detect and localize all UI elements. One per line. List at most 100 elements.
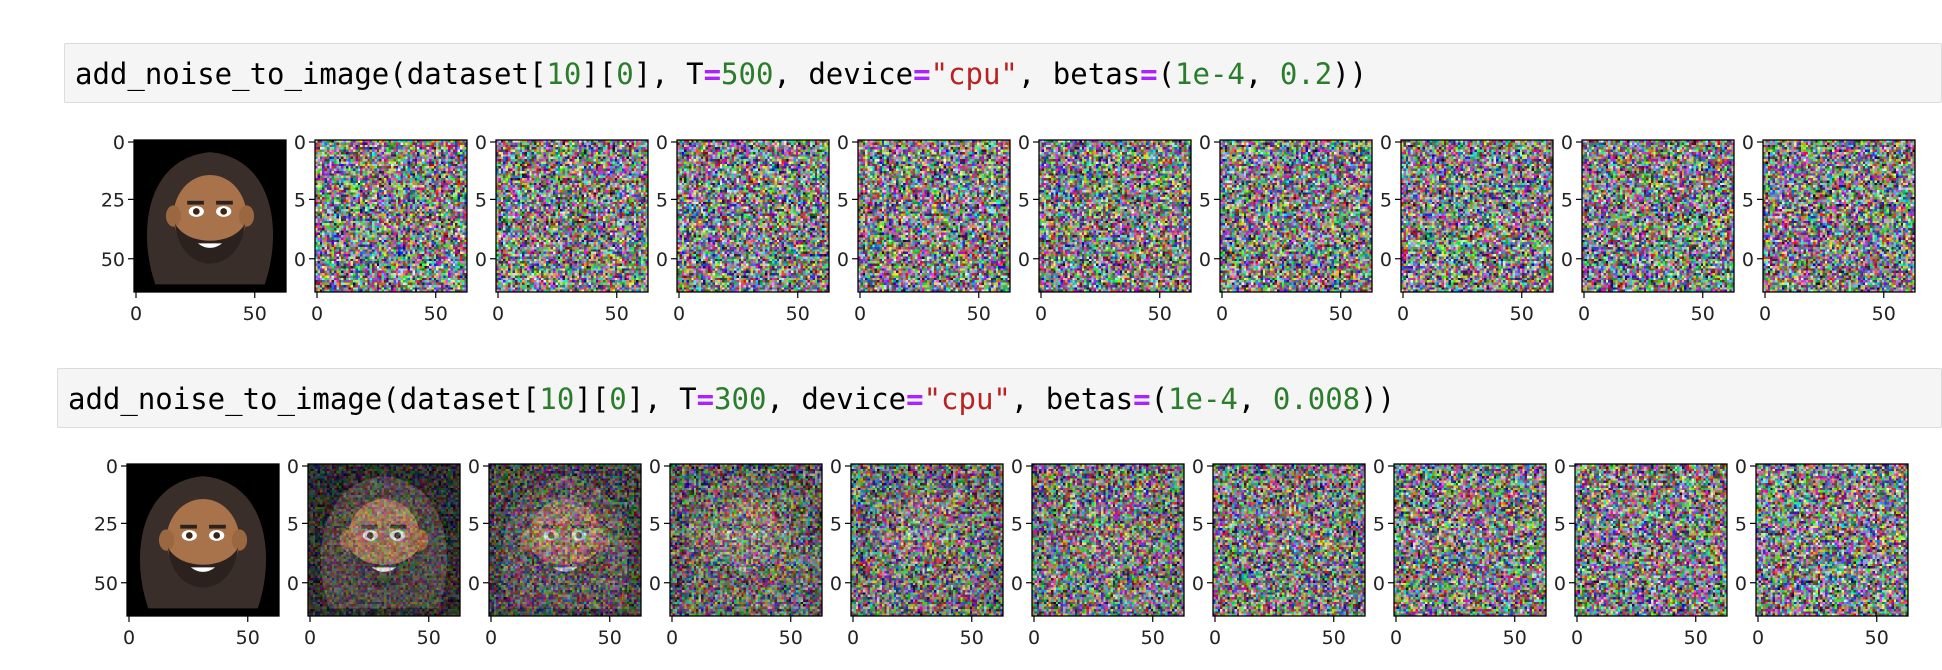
y-tick-label: 0 <box>1018 249 1030 271</box>
y-tick-label: 5 <box>468 513 480 535</box>
x-tick-label: 50 <box>1148 303 1172 325</box>
panel-image <box>1220 140 1372 292</box>
noise-panel-1: 0 25 50 0 50 <box>94 456 280 649</box>
panel-frame <box>488 463 642 617</box>
x-tick-label: 50 <box>967 303 991 325</box>
y-tick-label: 0 <box>1199 249 1211 271</box>
panel-image <box>1032 464 1184 616</box>
y-tick-label: 0 <box>1373 456 1385 478</box>
panel-frame <box>1212 463 1366 617</box>
y-tick-label: 5 <box>1192 513 1204 535</box>
y-tick-label: 5 <box>1380 189 1392 211</box>
y-tick-label: 5 <box>656 189 668 211</box>
x-tick-label: 0 <box>1216 303 1228 325</box>
panel-image <box>1394 464 1546 616</box>
y-tick-label: 5 <box>1373 513 1385 535</box>
x-tick-label: 50 <box>1691 303 1715 325</box>
code-cell-2[interactable]: add_noise_to_image(dataset[10][0], T=300… <box>57 368 1942 428</box>
y-tick-label: 0 <box>1192 573 1204 595</box>
x-tick-label: 50 <box>1322 627 1346 649</box>
panel-frame <box>1581 139 1735 293</box>
y-tick-label: 0 <box>1735 456 1747 478</box>
panel-image <box>670 464 822 616</box>
x-tick-label: 50 <box>960 627 984 649</box>
panel-frame <box>1574 463 1728 617</box>
x-tick-label: 0 <box>1752 627 1764 649</box>
x-tick-label: 0 <box>1390 627 1402 649</box>
panel-image <box>851 464 1003 616</box>
panel-image <box>489 464 641 616</box>
y-tick-label: 0 <box>1018 132 1030 154</box>
y-tick-label: 50 <box>94 573 118 595</box>
code-line-1: add_noise_to_image(dataset[10][0], T=500… <box>75 57 1368 91</box>
panel-frame <box>133 139 287 293</box>
y-tick-label: 5 <box>1561 189 1573 211</box>
panel-image <box>1756 464 1908 616</box>
figure-output-2: 0 25 50 0 50 0 5 0 0 50 0 5 0 0 50 0 5 0 0 50 0 5 0 0 50 0 5 0 0 50 0 5… <box>0 442 1942 662</box>
y-tick-label: 5 <box>1011 513 1023 535</box>
y-tick-label: 5 <box>1199 189 1211 211</box>
y-tick-label: 0 <box>1011 456 1023 478</box>
panel-frame <box>1762 139 1916 293</box>
y-tick-label: 5 <box>649 513 661 535</box>
panel-image <box>496 140 648 292</box>
x-tick-label: 0 <box>1759 303 1771 325</box>
y-tick-label: 0 <box>287 456 299 478</box>
panel-frame <box>1219 139 1373 293</box>
y-tick-label: 5 <box>1742 189 1754 211</box>
panel-image <box>1763 140 1915 292</box>
x-tick-label: 50 <box>1872 303 1896 325</box>
panel-image <box>1401 140 1553 292</box>
x-tick-label: 50 <box>1329 303 1353 325</box>
y-tick-label: 0 <box>1735 573 1747 595</box>
panel-image <box>677 140 829 292</box>
panel-image <box>1575 464 1727 616</box>
x-tick-label: 0 <box>492 303 504 325</box>
y-tick-label: 0 <box>1742 132 1754 154</box>
y-tick-label: 0 <box>649 573 661 595</box>
x-tick-label: 50 <box>243 303 267 325</box>
panel-image <box>315 140 467 292</box>
panel-frame <box>314 139 468 293</box>
x-tick-label: 0 <box>1028 627 1040 649</box>
y-tick-label: 0 <box>113 132 125 154</box>
y-tick-label: 0 <box>649 456 661 478</box>
y-tick-label: 0 <box>1742 249 1754 271</box>
panel-frame <box>1755 463 1909 617</box>
y-tick-label: 0 <box>106 456 118 478</box>
x-tick-label: 50 <box>236 627 260 649</box>
y-tick-label: 0 <box>1554 456 1566 478</box>
code-cell-1[interactable]: add_noise_to_image(dataset[10][0], T=500… <box>64 43 1942 103</box>
y-tick-label: 5 <box>1735 513 1747 535</box>
y-tick-label: 0 <box>656 132 668 154</box>
panel-frame <box>307 463 461 617</box>
y-tick-label: 0 <box>475 132 487 154</box>
panel-frame <box>126 463 280 617</box>
y-tick-label: 5 <box>287 513 299 535</box>
panel-image <box>1039 140 1191 292</box>
y-tick-label: 0 <box>1011 573 1023 595</box>
x-tick-label: 50 <box>1503 627 1527 649</box>
panel-image <box>308 464 460 616</box>
panel-frame <box>1400 139 1554 293</box>
x-tick-label: 50 <box>424 303 448 325</box>
y-tick-label: 0 <box>830 573 842 595</box>
y-tick-label: 0 <box>837 249 849 271</box>
y-tick-label: 25 <box>94 513 118 535</box>
x-tick-label: 0 <box>666 627 678 649</box>
x-tick-label: 0 <box>1571 627 1583 649</box>
y-tick-label: 5 <box>1018 189 1030 211</box>
y-tick-label: 0 <box>1192 456 1204 478</box>
